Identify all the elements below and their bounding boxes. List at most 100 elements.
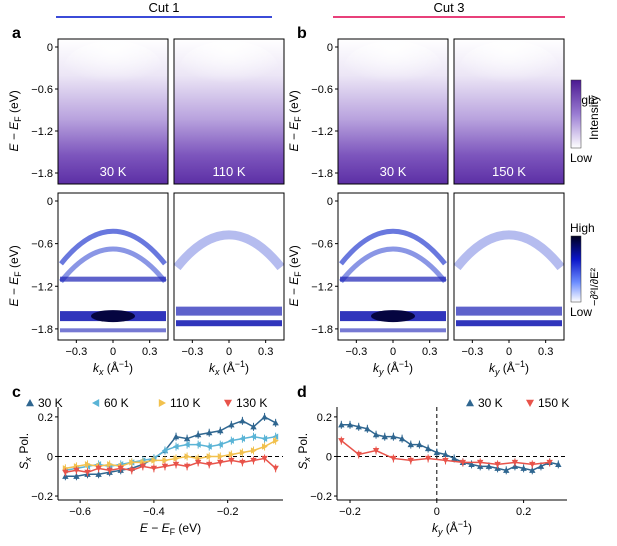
y-tick-label: −1.8 <box>31 324 53 336</box>
data-point <box>239 459 246 466</box>
data-point <box>261 443 268 450</box>
legend-label: 30 K <box>38 396 63 410</box>
data-point <box>398 435 406 442</box>
data-point <box>372 431 380 438</box>
temperature-label: 110 K <box>212 164 245 179</box>
y-axis-label: E − EF (eV) <box>7 90 23 151</box>
data-point <box>228 437 234 444</box>
x-tick-label: −0.2 <box>217 506 239 518</box>
y-tick-label: −1.2 <box>31 281 53 293</box>
data-point <box>139 463 147 470</box>
intensity-colorbar <box>570 79 582 149</box>
data-point <box>355 423 362 430</box>
x-tick-label: −0.3 <box>65 346 87 358</box>
y-tick-label: −1.2 <box>311 126 333 138</box>
data-point <box>494 461 501 468</box>
data-point <box>217 459 224 466</box>
dispersing-band <box>59 246 167 284</box>
panel-frame <box>337 38 449 185</box>
x-axis-label: ky (Å−1) <box>432 519 472 537</box>
legend-marker <box>224 399 232 407</box>
y-tick-label: 0 <box>47 451 53 463</box>
chart-c: −0.2 0 0.2 −0.6 −0.4 −0.2 Sx Pol. E − EF (eV) 30… <box>17 396 283 537</box>
y-tick-label: 0 <box>327 196 333 208</box>
data-point <box>250 447 257 454</box>
x-tick-label: 0.3 <box>538 346 553 358</box>
data-point <box>73 467 80 474</box>
y-tick-label: 0 <box>47 196 53 208</box>
arpes-bottom-panel-2: −0.3 0 0.3 ky (Å−1) <box>337 192 449 377</box>
legend-label: 110 K <box>170 396 200 410</box>
band-dome <box>459 41 559 97</box>
data-point <box>459 459 467 466</box>
data-point <box>261 413 268 420</box>
y-axis-label: Sx Pol. <box>17 433 33 470</box>
data-point <box>161 447 168 454</box>
temperature-label: 30 K <box>100 164 127 179</box>
data-point <box>485 463 493 469</box>
dispersing-band <box>453 230 565 271</box>
flat-band <box>60 276 166 282</box>
energy-axis-2: 0 −0.6 −1.2 −1.8 E − EF (eV) <box>287 42 338 180</box>
x-tick-label: 0 <box>110 346 116 358</box>
legend-marker <box>26 399 34 407</box>
series-130K <box>62 454 279 477</box>
data-point <box>150 465 158 472</box>
data-point <box>151 457 158 464</box>
y-axis-label: Sx Pol. <box>296 433 312 470</box>
data-point <box>84 469 91 476</box>
temperature-label: 30 K <box>380 164 407 179</box>
data-point <box>355 451 362 458</box>
series-60K <box>62 432 279 475</box>
data-point <box>217 441 223 448</box>
data-point <box>468 461 475 467</box>
panel-frame <box>453 38 565 185</box>
legend-label: 30 K <box>478 396 503 410</box>
cb-bot-low: Low <box>570 305 592 319</box>
data-point <box>520 465 527 471</box>
legend-label: 130 K <box>236 396 267 410</box>
y-tick-label: 0 <box>47 42 53 54</box>
data-point <box>172 433 180 440</box>
data-point <box>117 465 124 472</box>
panel-letter-d: d <box>297 384 307 401</box>
flat-band <box>340 276 446 282</box>
data-point <box>250 423 257 430</box>
data-point <box>555 461 562 467</box>
legend-marker <box>466 399 474 407</box>
y-tick-label: −0.6 <box>31 239 53 251</box>
arpes-panels: 30 K −0.3 0 0.3 kx (Å−1) 110 K −0.3 0 0.3 kx (Å−1… <box>7 38 565 377</box>
flat-band <box>456 306 562 316</box>
data-point <box>194 431 202 438</box>
data-point <box>239 417 246 424</box>
y-axis-label: E − EF (eV) <box>287 90 303 151</box>
data-point <box>529 467 536 473</box>
arpes-top-panel-2: 30 K <box>337 38 449 185</box>
x-tick-label: 0 <box>434 506 440 518</box>
x-tick-label: −0.3 <box>181 346 203 358</box>
data-point <box>184 453 191 460</box>
arpes-bottom-panel-3: −0.3 0 0.3 ky (Å−1) <box>453 192 565 377</box>
data-point <box>407 441 414 448</box>
band-hotspot <box>371 310 415 323</box>
data-point <box>261 455 268 462</box>
x-axis-label: ky (Å−1) <box>373 359 413 377</box>
panel-frame <box>173 38 285 185</box>
data-point <box>272 465 279 472</box>
y-tick-label: −0.6 <box>311 239 333 251</box>
y-tick-label: −1.2 <box>31 126 53 138</box>
series-150K <box>338 436 553 469</box>
data-point <box>450 455 458 462</box>
panel-letter-c: c <box>12 384 21 401</box>
y-tick-label: −1.8 <box>311 168 333 180</box>
flat-band <box>340 328 446 333</box>
panel-letter-a: a <box>12 25 21 42</box>
legend-label: 150 K <box>538 396 569 410</box>
y-tick-label: 0.2 <box>38 412 53 424</box>
x-axis-label: ky (Å−1) <box>489 359 529 377</box>
x-axis-label: E − EF (eV) <box>140 521 201 537</box>
data-point <box>106 467 113 474</box>
data-point <box>424 445 432 452</box>
arpes-top-panel-1: 110 K <box>173 38 285 185</box>
arpes-bottom-panel-1: −0.3 0 0.3 kx (Å−1) <box>173 192 285 377</box>
